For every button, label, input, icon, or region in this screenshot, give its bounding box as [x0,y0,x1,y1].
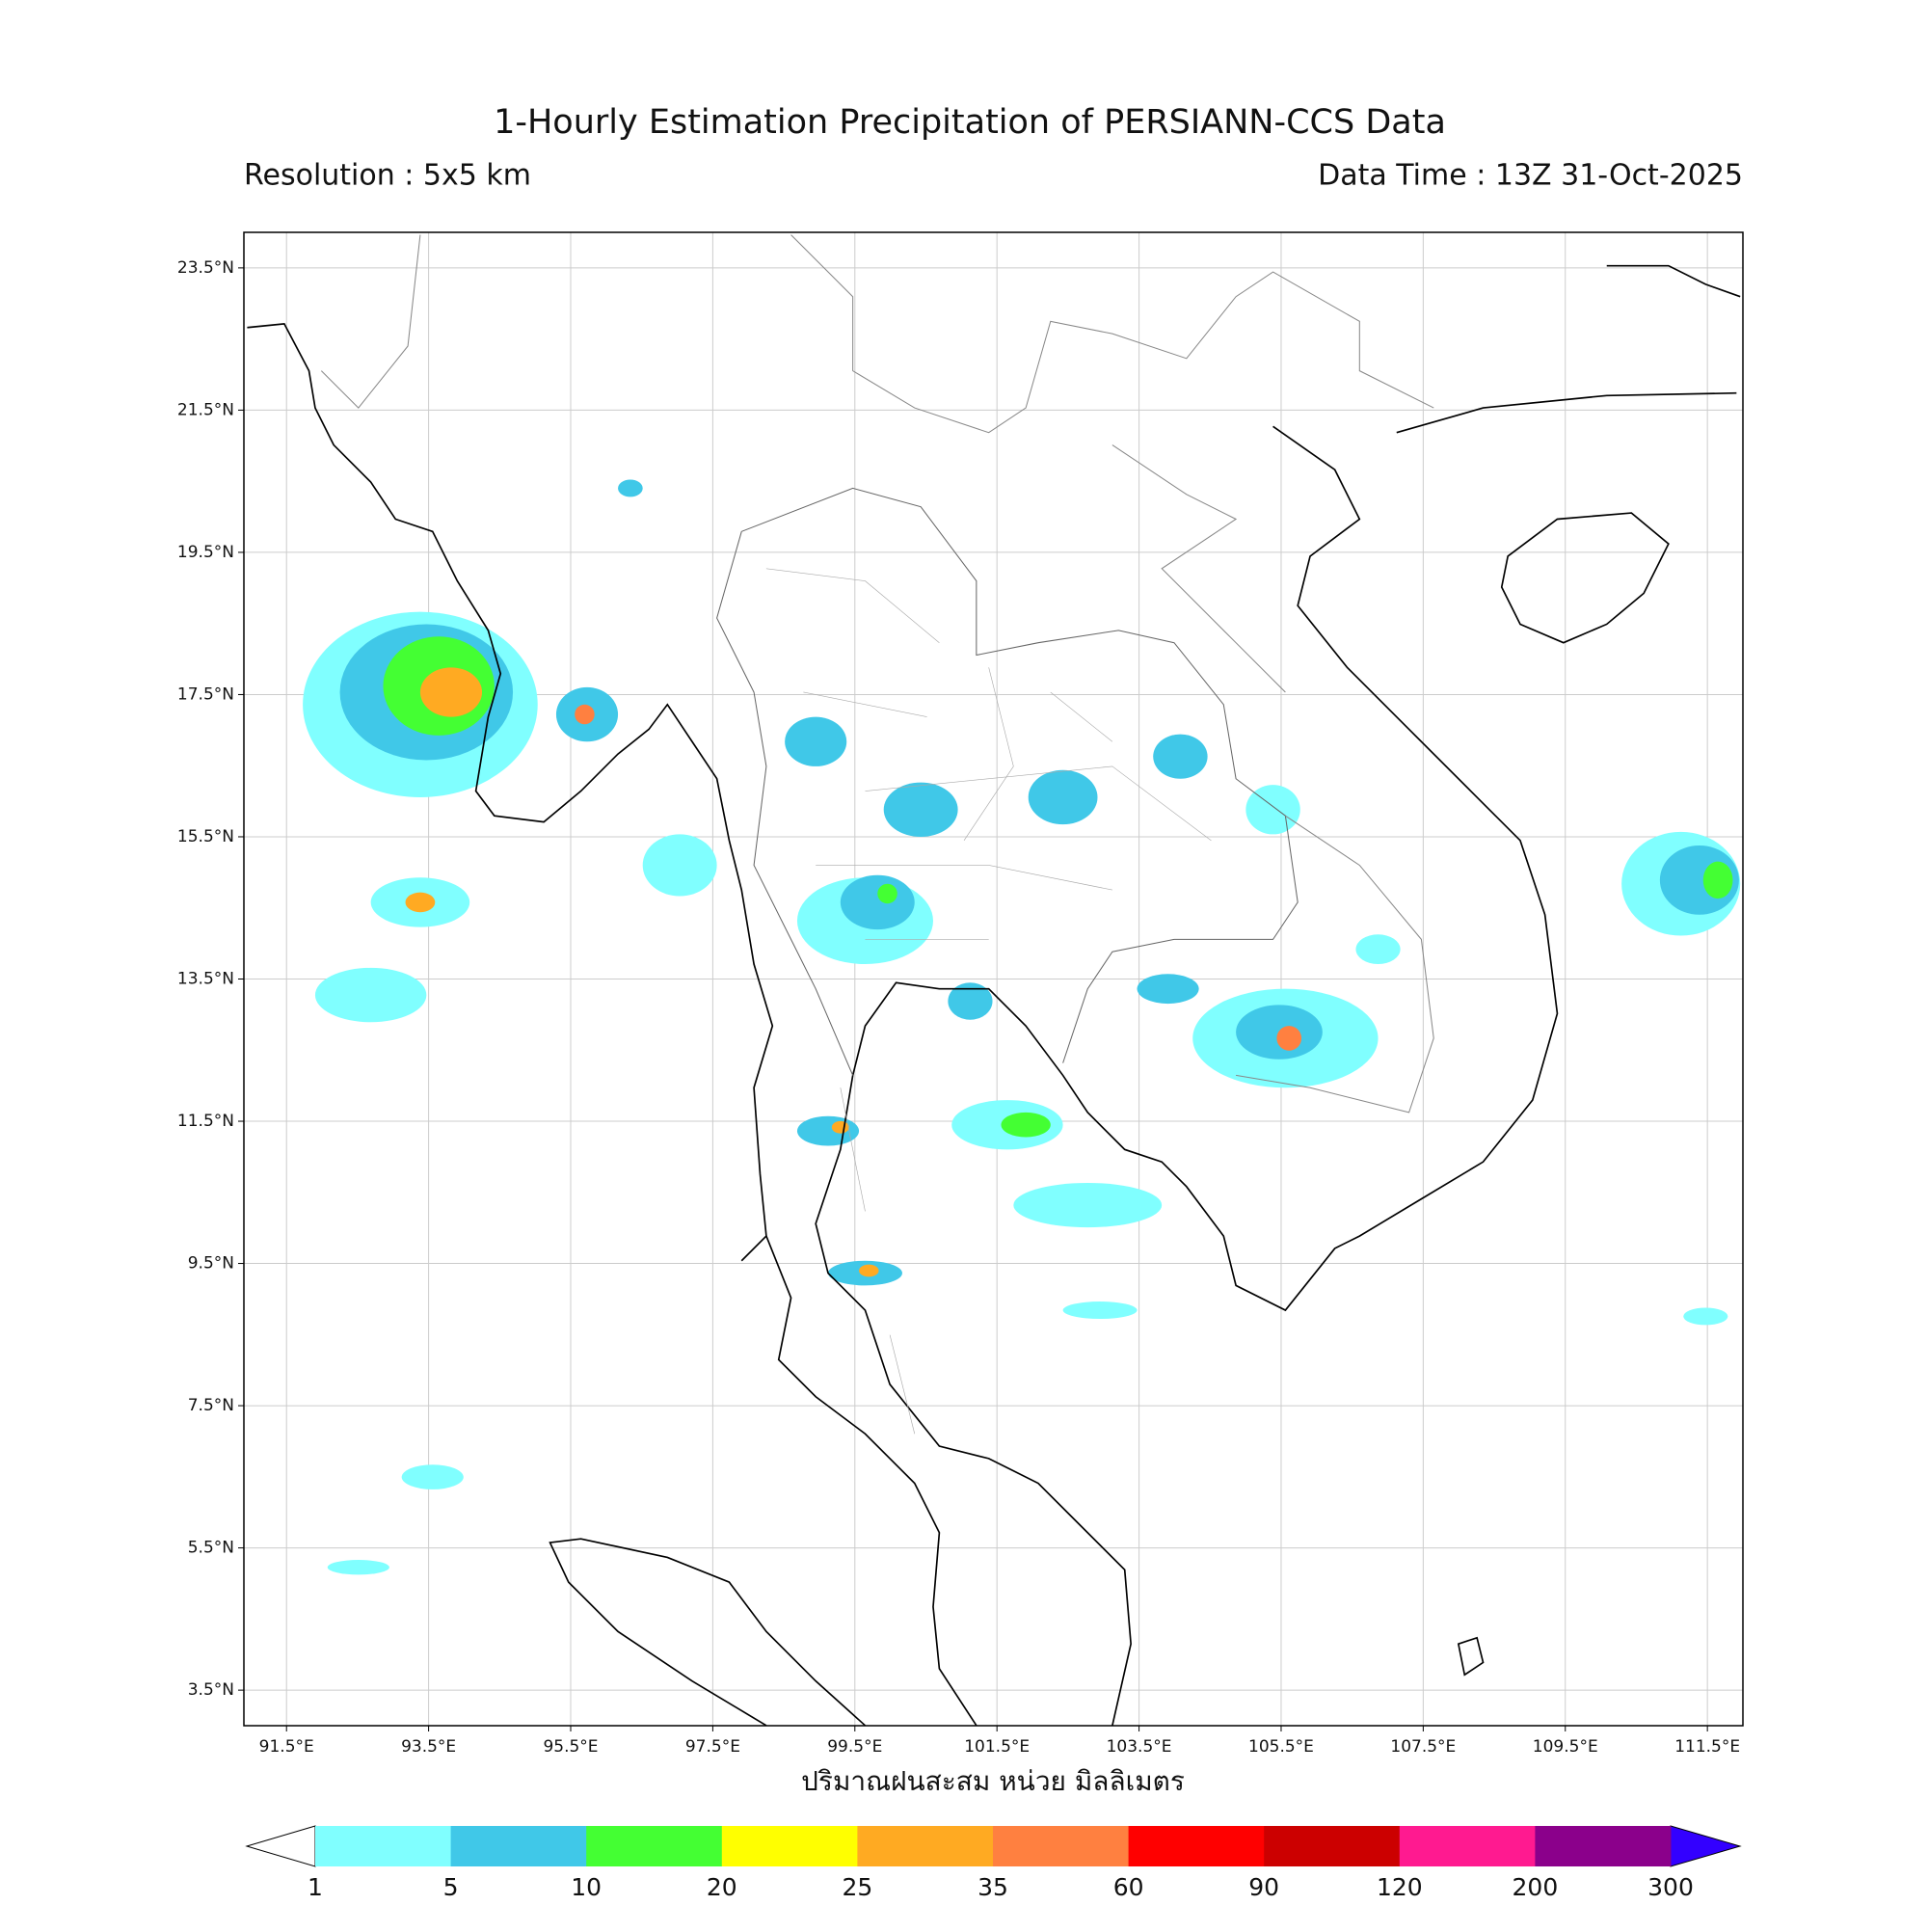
x-tick-label: 97.5°E [685,1737,740,1757]
map-frame [243,231,1744,1727]
y-tick-label: 7.5°N [188,1396,234,1415]
colorbar-segment [1264,1826,1401,1866]
colorbar-segment [1128,1826,1265,1866]
x-tick-label: 101.5°E [964,1737,1030,1757]
x-tick-label: 109.5°E [1533,1737,1598,1757]
colorbar-over [1670,1825,1742,1867]
colorbar-label: 20 [707,1873,737,1901]
resolution: Resolution : 5x5 km [244,159,531,193]
colorbar: 1 5 10 20 25 35 60 90 120 200 300 [245,1825,1742,1901]
y-tick-label: 17.5°N [177,684,234,704]
colorbar-segment [1535,1826,1672,1866]
colorbar-under [245,1825,316,1867]
colorbar-label: 10 [571,1873,602,1901]
colorbar-label: 5 [443,1873,459,1901]
colorbar-segment [1399,1826,1536,1866]
colorbar-segment [450,1826,587,1866]
colorbar-label: 200 [1513,1873,1559,1901]
y-tick-label: 21.5°N [177,400,234,419]
y-tick-label: 3.5°N [188,1680,234,1700]
rain-areas [303,479,1741,1575]
colorbar-label: 1 [308,1873,323,1901]
grid: 91.5°E 93.5°E 95.5°E 97.5°E 99.5°E 101.5°E 103… [177,232,1743,1757]
y-tick-label: 9.5°N [188,1254,234,1274]
title: 1-Hourly Estimation Precipitation of PER… [494,103,1446,142]
colorbar-label: 25 [842,1873,872,1901]
colorbar-label: 120 [1377,1873,1423,1901]
colorbar-segment [315,1826,452,1866]
y-tick-label: 5.5°N [188,1539,234,1558]
x-tick-label: 99.5°E [827,1737,882,1757]
colorbar-label: 90 [1248,1873,1279,1901]
x-tick-label: 93.5°E [401,1737,456,1757]
x-axis-label: ปริมาณฝนสะสม หน่วย มิลลิเมตร [801,1765,1185,1797]
colorbar-label: 35 [977,1873,1008,1901]
x-tick-label: 95.5°E [543,1737,598,1757]
y-tick-label: 13.5°N [177,970,234,989]
x-tick-label: 105.5°E [1248,1737,1314,1757]
y-tick-label: 23.5°N [177,258,234,278]
x-tick-label: 107.5°E [1390,1737,1456,1757]
colorbar-segment [586,1826,723,1866]
colorbar-segment [721,1826,858,1866]
colorbar-label: 300 [1647,1873,1694,1901]
y-tick-label: 15.5°N [177,827,234,846]
y-tick-label: 19.5°N [177,543,234,562]
map-features [247,234,1741,1727]
x-tick-label: 111.5°E [1674,1737,1740,1757]
colorbar-segment [993,1826,1130,1866]
x-tick-label: 103.5°E [1107,1737,1172,1757]
colorbar-segment [857,1826,994,1866]
data-time: Data Time : 13Z 31-Oct-2025 [1318,159,1743,193]
colorbar-label: 60 [1113,1873,1144,1901]
x-tick-label: 91.5°E [259,1737,314,1757]
y-tick-label: 11.5°N [177,1112,234,1131]
